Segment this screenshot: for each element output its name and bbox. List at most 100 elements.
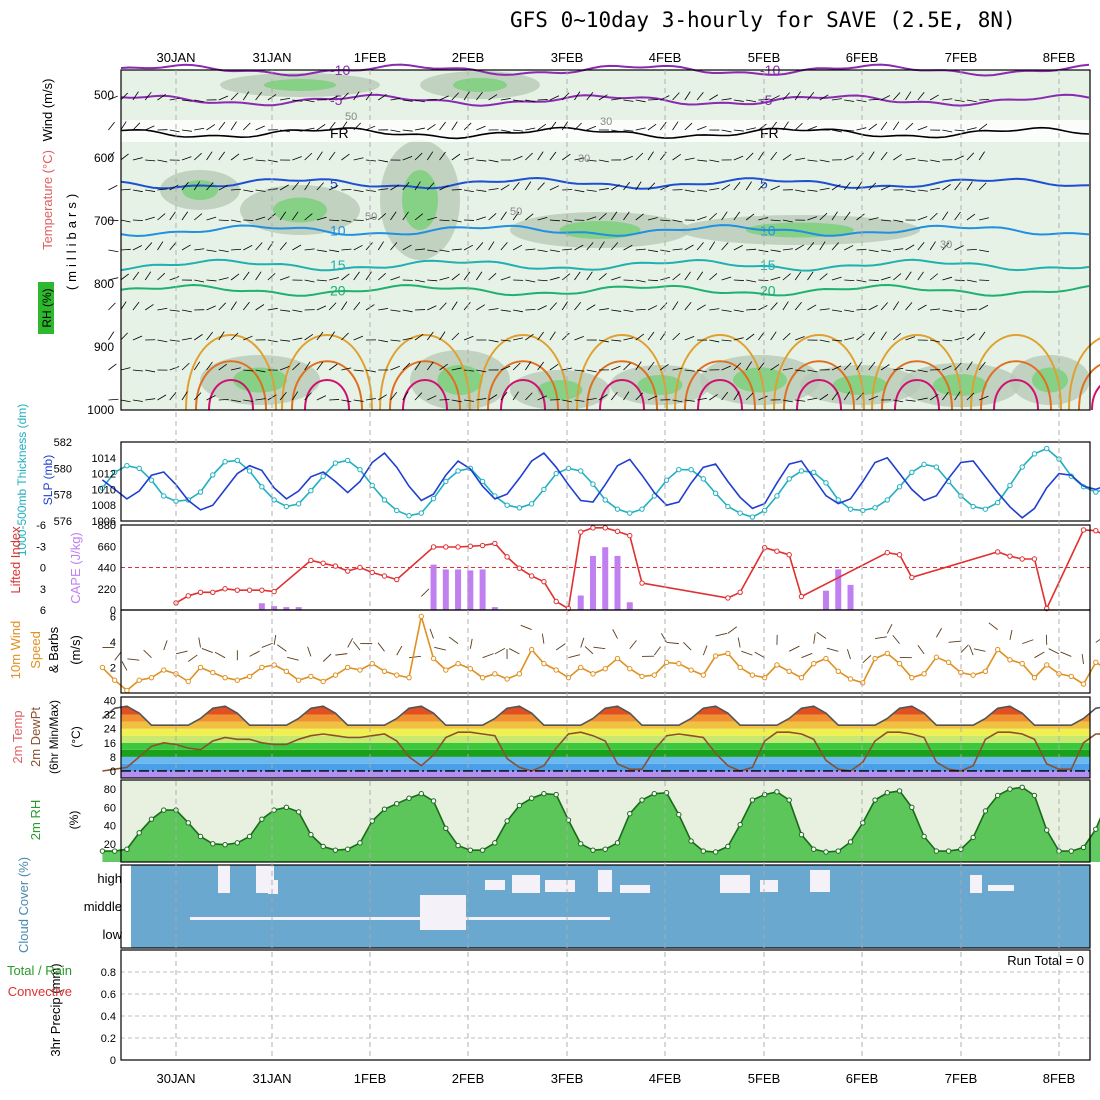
thickness-point [884,497,891,503]
precip-tick-label: 0.6 [101,989,116,1001]
temperature-contour-label: 20 [330,282,346,298]
wind-barb [549,331,556,341]
wind-speed-point [737,664,743,671]
rh-point [1019,784,1025,790]
date-label-top: 5FEB [748,50,781,65]
rh-wet-region [402,170,438,230]
wind-barb [230,92,239,101]
lifted-index-point [1093,527,1099,534]
wind-barb [206,305,216,311]
wind-barb [819,339,830,343]
wind-barb [476,242,484,251]
wind-barb [819,159,830,163]
wind-barb [758,182,766,191]
surface-wind-barb [482,653,494,659]
cape-bar [455,569,462,610]
wind-barb [930,159,940,163]
thickness-point [259,484,265,490]
wind-barb [341,399,352,403]
rh-point [627,811,633,817]
wind-barb [476,91,483,101]
cloud-block [512,875,540,893]
lifted-index-point [344,568,351,574]
lifted-index-point [909,574,915,581]
wind-barb [721,242,729,251]
date-label-top: 6FEB [846,50,879,65]
wind-barb [108,302,116,311]
wind-barb [181,99,192,102]
wind-barb [721,391,729,401]
wind-barb [733,99,744,102]
rh-wet-region [559,221,641,239]
rh-point [884,790,891,796]
wind-barb [868,123,878,131]
cape-bar [626,602,633,610]
lifted-index-point [308,557,314,564]
wind-barb [844,245,854,251]
date-label-bottom: 2FEB [452,1071,485,1086]
wind-barb [377,241,384,251]
rh-point [234,840,241,846]
wind-barb [414,127,425,131]
wind-barb [132,157,143,161]
wind-barb [243,245,253,251]
wind-barb [782,367,793,371]
surface-wind-barb [127,658,140,661]
thickness-point [320,473,326,479]
wind-barb [684,122,693,131]
wind-barb [647,305,658,311]
cloud-block [420,895,466,930]
temperature-contour [697,379,743,411]
wind-barb [709,187,720,191]
wind-barb [660,364,669,371]
wind-barb [647,182,656,191]
surface-wind-barb [287,656,299,661]
wind-barb [267,188,278,191]
wind-barb [108,363,117,371]
wind-barb [108,151,115,161]
lifted-index-point [553,598,559,605]
wind-speed-point [222,674,228,681]
temperature-contour [783,360,855,411]
wind-barb [868,279,879,281]
wind-barb [377,273,386,281]
wind-barb [917,216,928,221]
wind-barb [709,94,719,101]
precip-tick-label: 0 [110,1055,116,1067]
wind-barb [181,129,192,132]
wind-barb [819,241,826,251]
thickness-point [271,497,277,503]
wind-barb [868,305,878,311]
wind-barb [439,95,449,101]
wind-barb [856,308,867,311]
thickness-point [1019,464,1025,470]
wind-barb [390,339,401,342]
wind-barb [672,219,683,223]
wind-barb [120,188,131,191]
surface-wind-barb [469,638,473,649]
wind-barb [414,181,421,191]
wind-speed-point [394,672,400,678]
rh-wet-region [637,375,683,395]
cape-tick-label: 220 [98,584,116,596]
wind-barb [966,333,976,341]
surface-wind-barb [201,648,213,653]
wind-barb [439,121,446,131]
wind-barb [561,301,568,311]
wind-speed-point [602,666,608,672]
wind-barb [439,277,450,281]
wind-barb [218,398,229,401]
wind-barb [721,98,732,101]
wind-barb [365,91,373,101]
wind-barb [929,94,939,101]
wind-barb [169,211,176,221]
wind-barb [157,213,166,221]
wind-barb [304,392,312,401]
rh-point [994,792,1001,799]
wind-barb [843,181,851,191]
wind-barb [561,332,570,341]
wind-barb [230,121,237,131]
wind-barb [623,211,630,221]
thickness-point [332,460,339,466]
wind-barb [880,95,891,101]
